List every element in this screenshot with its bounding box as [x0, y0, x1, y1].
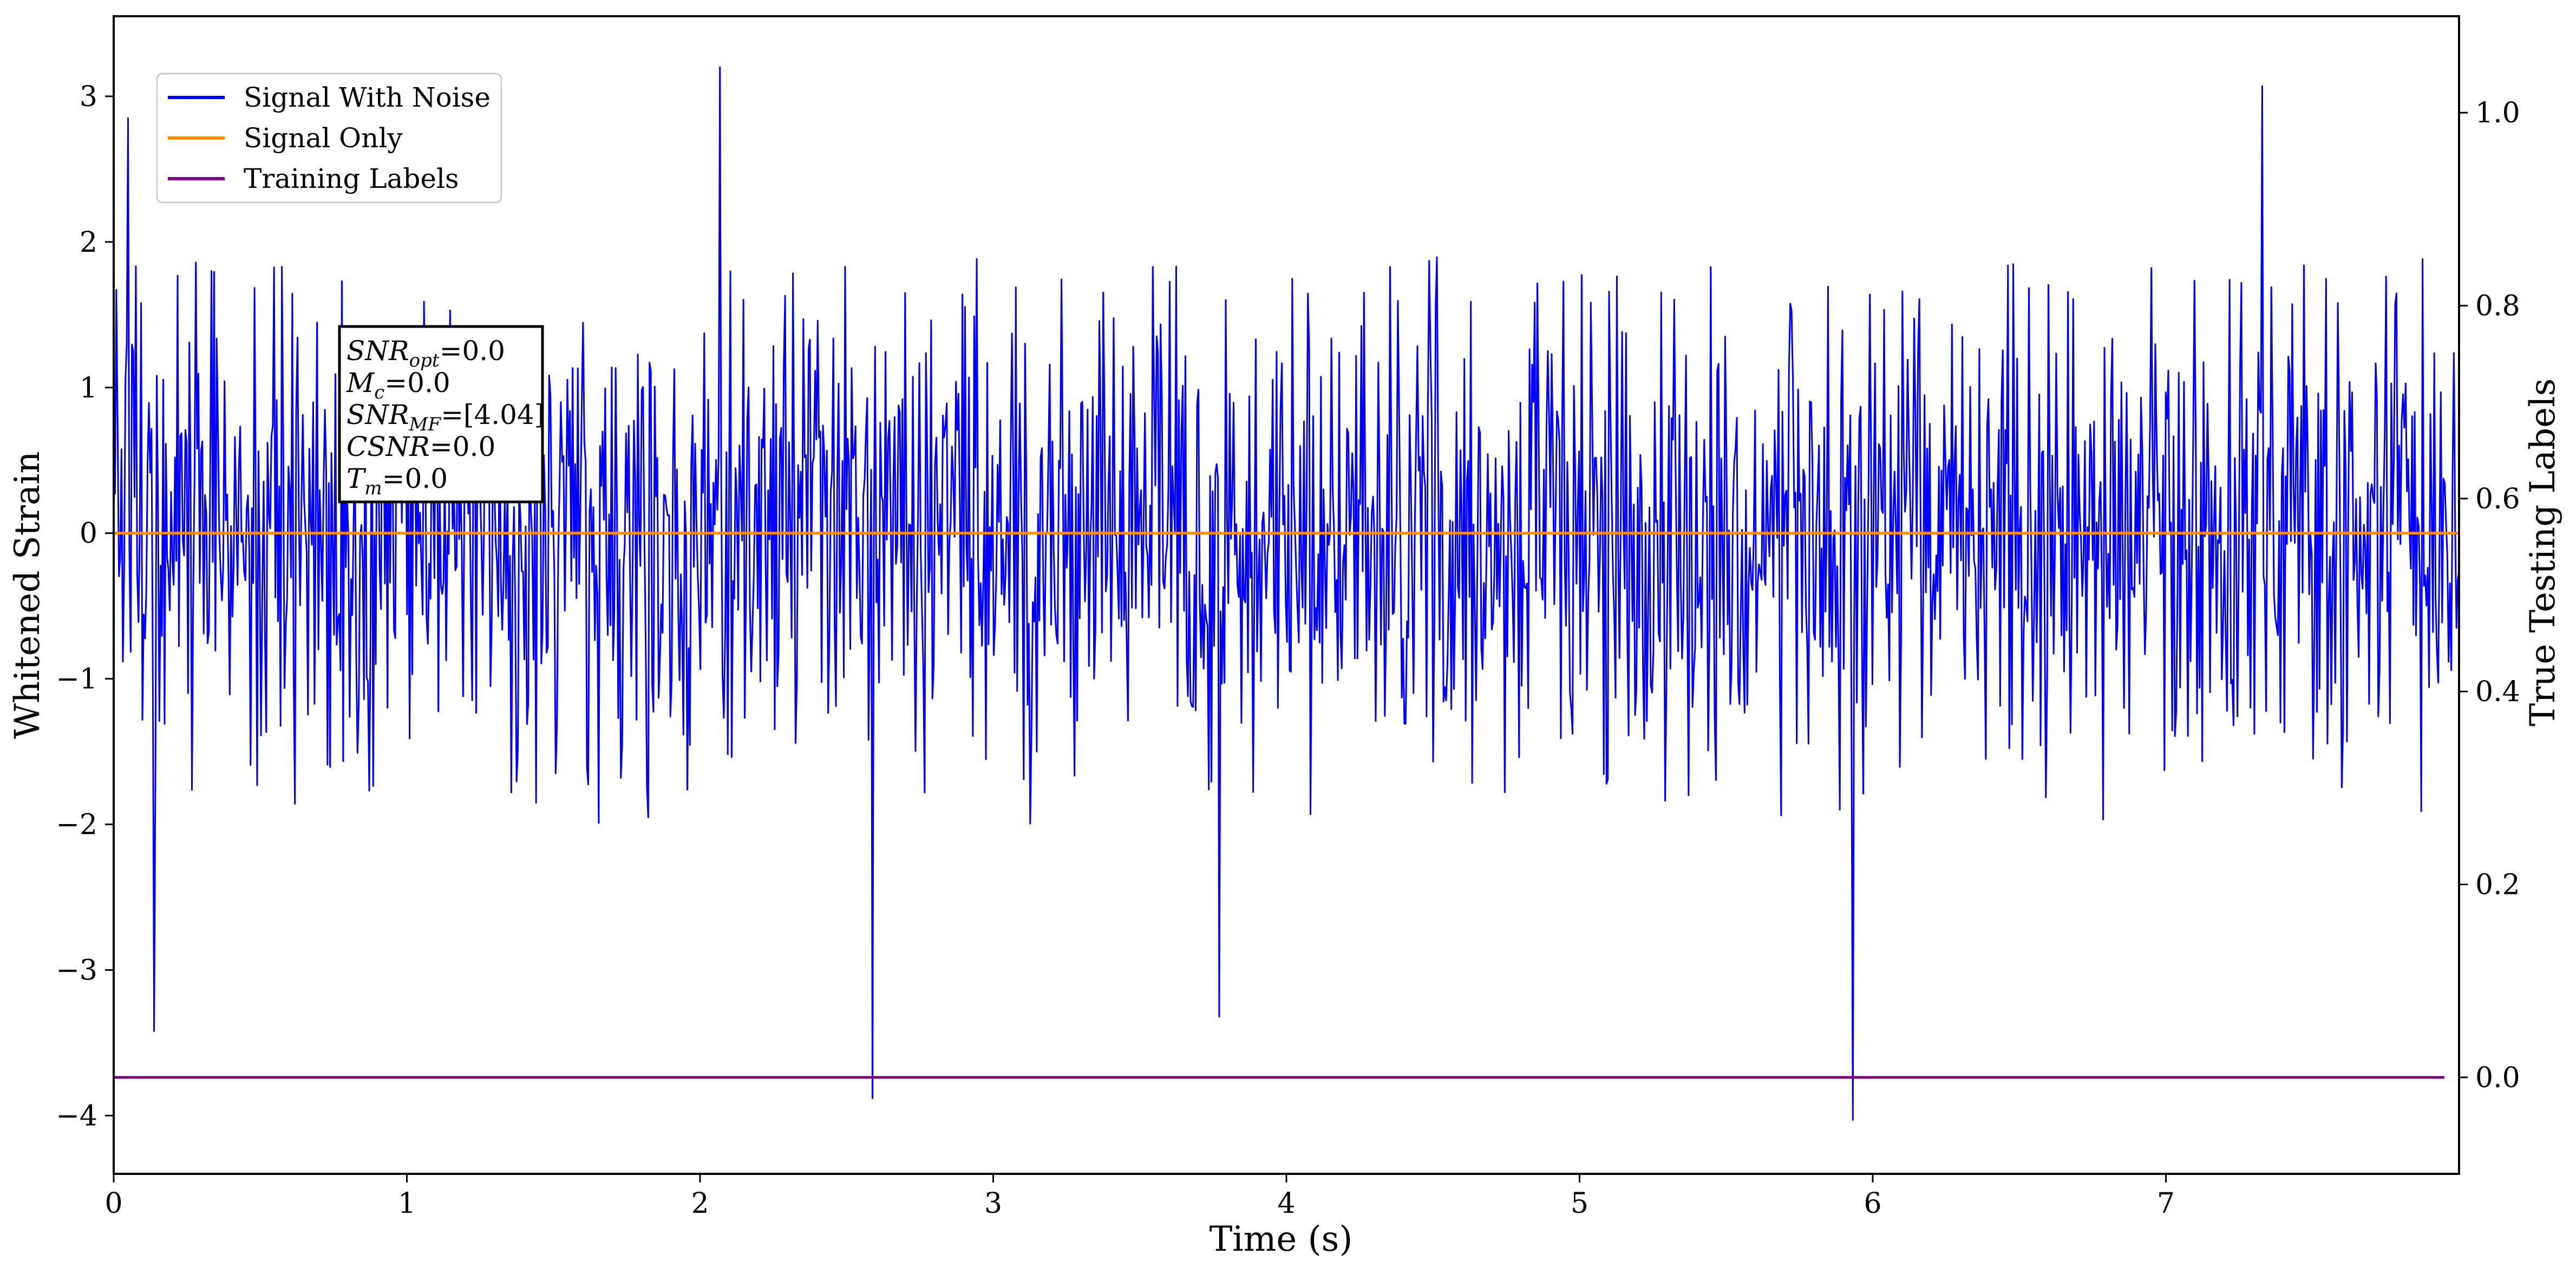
annotation-box [338, 325, 544, 504]
annotation-line: SNRopt=0.0 [346, 335, 505, 371]
annotation-subscript: MF [409, 414, 442, 435]
annotation-line: Mc=0.0 [346, 367, 450, 403]
annotation-line: SNRMF=[4.04] [346, 399, 545, 435]
x-tick-label: 7 [2157, 1187, 2175, 1220]
annotation-value: =0.0 [440, 335, 505, 367]
annotation-value: =0.0 [382, 463, 448, 494]
y-axis: 3 2 1 0 −1 −2 −3 −4 [56, 81, 114, 1132]
x-axis-label: Time (s) [1209, 1219, 1353, 1259]
y-tick-label: −4 [56, 1100, 97, 1132]
y2-tick-label: 1.0 [2475, 97, 2520, 129]
x-tick-label: 4 [1277, 1187, 1295, 1220]
annotation-subscript: opt [409, 350, 440, 371]
annotation-symbol: SNR [346, 335, 409, 367]
y-tick-label: 3 [80, 81, 97, 113]
x-tick-label: 2 [691, 1187, 709, 1220]
legend-label: Signal Only [244, 122, 403, 154]
annotation-symbol: M [346, 367, 375, 398]
annotation-symbol: T [346, 463, 367, 494]
legend-label: Signal With Noise [244, 82, 491, 113]
y-tick-label: 0 [80, 518, 97, 550]
y-tick-label: −3 [56, 954, 97, 986]
plot-series [114, 66, 2459, 1121]
y2-axis: 1.0 0.8 0.6 0.4 0.2 0.0 [2459, 97, 2520, 1094]
x-tick-label: 0 [104, 1187, 122, 1220]
annotation-symbol: SNR [346, 399, 409, 430]
annotation-line: CSNR=0.0 [346, 431, 495, 462]
legend-box [156, 73, 502, 204]
y2-tick-label: 0.8 [2475, 290, 2520, 323]
y-tick-label: −1 [56, 663, 97, 696]
y2-tick-label: 0.4 [2475, 676, 2520, 708]
y2-tick-label: 0.6 [2475, 483, 2520, 515]
y2-tick-label: 0.2 [2475, 869, 2520, 901]
annotation-line: Tm=0.0 [346, 463, 448, 499]
annotation-subscript: c [374, 382, 384, 403]
annotation-value: =0.0 [430, 431, 495, 462]
legend-label: Training Labels [244, 163, 459, 194]
y2-axis-label: True Testing Labels [2523, 378, 2563, 727]
y-axis-label: Whitened Strain [8, 451, 48, 739]
x-tick-label: 5 [1571, 1187, 1588, 1220]
annotation-symbol: CSNR [346, 431, 430, 462]
y-tick-label: 2 [80, 226, 97, 259]
series-signal-with-noise [114, 66, 2459, 1121]
x-tick-label: 3 [984, 1187, 1002, 1220]
annotation-subscript: m [364, 478, 382, 499]
x-axis: 0 1 2 3 4 5 6 7 [104, 1174, 2175, 1220]
legend: Signal With Noise Signal Only Training Lab… [156, 73, 502, 204]
y-tick-label: −2 [56, 809, 97, 841]
x-tick-label: 6 [1864, 1187, 1881, 1220]
parameter-annotation: SNRopt=0.0Mc=0.0SNRMF=[4.04]CSNR=0.0Tm=0… [338, 325, 545, 504]
y2-tick-label: 0.0 [2475, 1062, 2520, 1094]
annotation-value: =[4.04] [441, 399, 545, 430]
y-tick-label: 1 [80, 372, 97, 404]
annotation-value: =0.0 [384, 367, 450, 398]
x-tick-label: 1 [398, 1187, 416, 1220]
